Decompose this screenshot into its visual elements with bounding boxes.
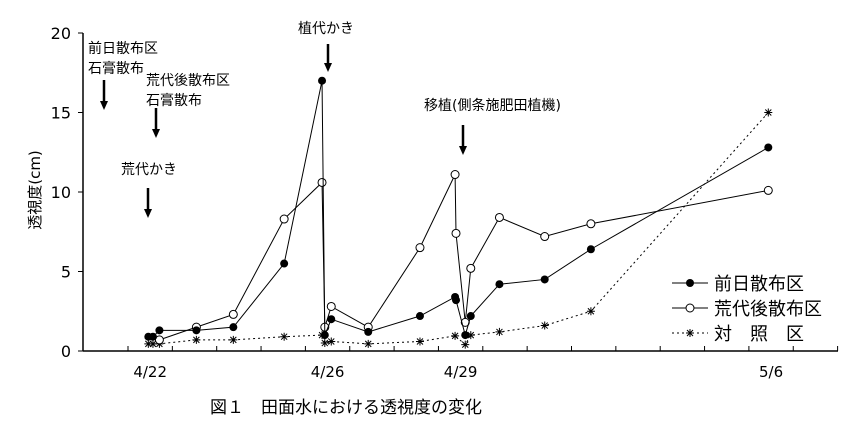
- y-axis-label: 透視度(cm): [26, 150, 44, 230]
- data-point: [326, 301, 336, 311]
- x-tick-label: 4/22: [133, 363, 167, 381]
- y-tick-label: 15: [51, 104, 71, 123]
- data-point: [451, 331, 460, 340]
- data-point: [540, 321, 549, 330]
- data-point: [364, 327, 373, 336]
- data-point: [317, 177, 327, 187]
- data-point: [228, 309, 238, 319]
- data-point: [764, 143, 773, 152]
- data-point: [686, 329, 694, 337]
- legend-label: 荒代後散布区: [714, 299, 822, 320]
- y-tick-label: 0: [61, 342, 71, 361]
- y-tick-label: 10: [51, 183, 71, 202]
- x-tick-label: 4/26: [311, 363, 345, 381]
- data-point: [461, 340, 470, 349]
- arrow-head-icon: [152, 129, 160, 138]
- data-point: [451, 228, 461, 238]
- annotation-text: 植代かき: [298, 21, 354, 37]
- data-point: [148, 332, 157, 341]
- data-point: [415, 312, 424, 321]
- data-point: [763, 185, 773, 195]
- annotation-text: 石膏散布: [146, 92, 202, 109]
- annotation-text: 石膏散布: [88, 60, 144, 77]
- data-point: [318, 76, 327, 85]
- data-point: [144, 339, 153, 348]
- data-point: [586, 219, 596, 229]
- data-point: [764, 108, 773, 117]
- annotation-text: 移植(側条施肥田植機): [424, 97, 561, 114]
- data-point: [192, 326, 201, 335]
- axes: 0 5 10 15 20 4/22 4/26 4/29 5/6: [51, 24, 839, 381]
- data-point: [494, 212, 504, 222]
- annotation-text: 前日散布区: [88, 40, 158, 57]
- arrow-head-icon: [459, 146, 467, 155]
- arrow-head-icon: [324, 63, 332, 72]
- y-tick-label: 20: [51, 24, 71, 43]
- data-point: [229, 323, 238, 332]
- data-point: [280, 332, 289, 341]
- series-1: [154, 170, 773, 345]
- data-point: [320, 331, 329, 340]
- data-point: [495, 327, 504, 336]
- figure-caption: 図１ 田面水における透視度の変化: [210, 398, 482, 418]
- data-point: [327, 337, 336, 346]
- data-point: [540, 232, 550, 242]
- data-point: [155, 326, 164, 335]
- legend-label: 前日散布区: [714, 274, 804, 295]
- data-point: [685, 303, 695, 313]
- data-point: [461, 331, 470, 340]
- data-point: [450, 170, 460, 180]
- legend-label: 対 照 区: [714, 324, 804, 345]
- data-point: [229, 335, 238, 344]
- data-point: [280, 259, 289, 268]
- data-point: [586, 245, 595, 254]
- data-point: [192, 335, 201, 344]
- data-point: [364, 339, 373, 348]
- x-tick-label: 4/29: [444, 363, 478, 381]
- plot-area: [144, 76, 773, 349]
- data-point: [466, 312, 475, 321]
- data-point: [466, 263, 476, 273]
- annotation-text: 荒代かき: [121, 162, 177, 178]
- data-point: [320, 339, 329, 348]
- data-point: [686, 279, 694, 287]
- data-point: [154, 335, 164, 345]
- data-point: [540, 275, 549, 284]
- data-point: [279, 214, 289, 224]
- x-tick-label: 5/6: [759, 363, 783, 381]
- data-point: [148, 339, 157, 348]
- data-point: [586, 307, 595, 316]
- annotation-text: 荒代後散布区: [146, 73, 230, 89]
- data-point: [415, 243, 425, 253]
- data-point: [466, 331, 475, 340]
- arrow-head-icon: [144, 209, 152, 218]
- data-point: [327, 315, 336, 324]
- data-point: [452, 296, 461, 305]
- data-point: [495, 280, 504, 289]
- series-2: [144, 108, 773, 349]
- arrow-head-icon: [100, 101, 108, 110]
- series-0: [144, 76, 773, 341]
- data-point: [415, 337, 424, 346]
- y-tick-label: 5: [61, 263, 71, 282]
